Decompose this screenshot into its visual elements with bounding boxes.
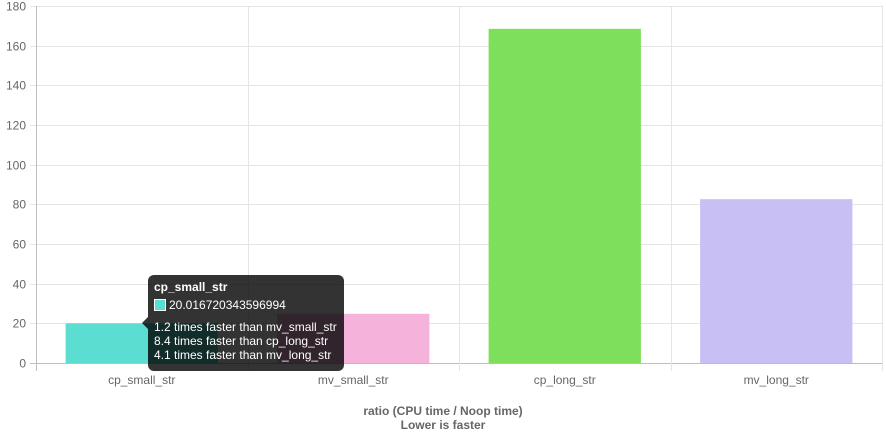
x-tick-label: cp_long_str [534,373,596,387]
x-axis-subtitle: Lower is faster [401,418,486,432]
y-tick-label: 40 [13,278,27,292]
y-tick-label: 80 [13,198,27,212]
y-tick-label: 0 [19,357,26,371]
tooltip-title: cp_small_str [154,280,228,294]
y-tick-label: 100 [6,159,26,173]
y-tick-label: 120 [6,119,26,133]
x-tick-label: mv_small_str [318,373,389,387]
tooltip-color-swatch [154,299,166,311]
tooltip-line: 4.1 times faster than mv_long_str [154,348,332,362]
x-tick-label: mv_long_str [744,373,809,387]
x-tick-label: cp_small_str [108,373,175,387]
tooltip-line: 1.2 times faster than mv_small_str [154,320,337,334]
bar[interactable] [700,199,853,363]
y-tick-label: 60 [13,238,27,252]
y-axis-ticks: 0 20 40 60 80 100 120 140 160 180 [6,0,26,371]
chart-tooltip: cp_small_str 20.016720343596994 1.2 time… [142,275,344,371]
y-tick-label: 160 [6,40,26,54]
tooltip-value-row: 20.016720343596994 [154,298,338,312]
tooltip-value: 20.016720343596994 [169,298,286,312]
x-axis-title: ratio (CPU time / Noop time) [363,404,522,418]
tooltip-line: 8.4 times faster than cp_long_str [154,334,329,348]
bar[interactable] [488,28,641,364]
y-tick-label: 20 [13,317,27,331]
y-tick-label: 180 [6,0,26,14]
x-axis-ticks: cp_small_str mv_small_str cp_long_str mv_lo… [108,373,809,387]
y-tick-label: 140 [6,79,26,93]
